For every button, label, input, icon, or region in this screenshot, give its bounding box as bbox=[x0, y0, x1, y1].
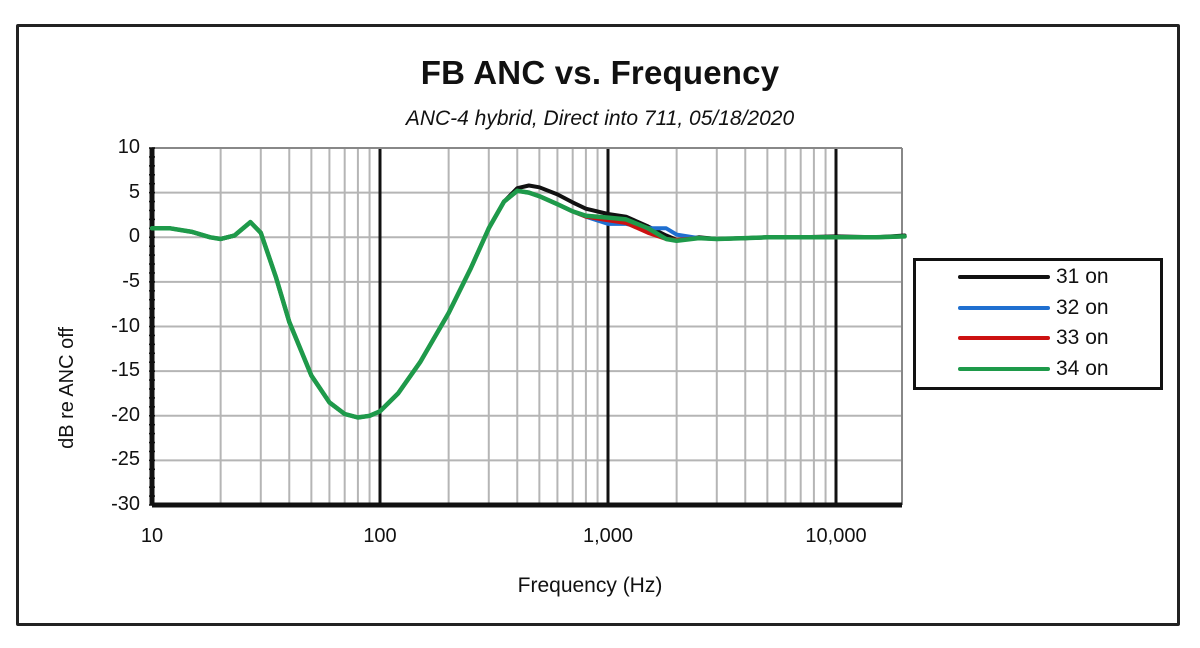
legend-label: 34 on bbox=[1056, 357, 1109, 380]
legend-label: 32 on bbox=[1056, 296, 1109, 319]
y-tick-label: -5 bbox=[122, 269, 140, 292]
legend-item-32: 32 on bbox=[916, 294, 1160, 324]
legend-swatch-32 bbox=[958, 306, 1050, 310]
chart-frame bbox=[16, 24, 1180, 626]
legend-item-34: 34 on bbox=[916, 355, 1160, 385]
y-tick-label: 0 bbox=[128, 225, 140, 248]
legend-swatch-34 bbox=[958, 367, 1050, 371]
series-line-31-on bbox=[150, 183, 907, 420]
y-tick-label: -20 bbox=[111, 403, 140, 426]
series-line-33-on bbox=[150, 188, 907, 420]
legend-item-33: 33 on bbox=[916, 324, 1160, 354]
legend-label: 31 on bbox=[1056, 265, 1109, 288]
x-axis-label: Frequency (Hz) bbox=[517, 574, 663, 597]
y-tick-label: -25 bbox=[111, 448, 140, 471]
series-line-34-on bbox=[149, 188, 907, 420]
legend-swatch-33 bbox=[958, 336, 1050, 340]
y-axis-label: dB re ANC off bbox=[56, 266, 79, 449]
chart-title: FB ANC vs. Frequency bbox=[420, 54, 780, 91]
legend-label: 33 on bbox=[1056, 326, 1109, 349]
legend-item-31: 31 on bbox=[916, 263, 1160, 293]
y-tick-label: -30 bbox=[111, 493, 140, 515]
legend: 31 on 32 on 33 on 34 on bbox=[913, 258, 1163, 390]
y-axis-label-text: dB re ANC off bbox=[56, 327, 78, 449]
y-tick-label: -10 bbox=[111, 314, 140, 337]
series-line-32-on bbox=[150, 188, 907, 420]
y-tick-label: 5 bbox=[128, 180, 140, 203]
legend-swatch-31 bbox=[958, 275, 1050, 279]
y-tick-label: 10 bbox=[117, 136, 140, 158]
x-tick-label: 100 bbox=[363, 525, 397, 547]
x-tick-label: 10,000 bbox=[805, 525, 867, 547]
y-tick-label: -15 bbox=[111, 359, 140, 382]
x-tick-label: 10 bbox=[140, 525, 164, 547]
chart-subtitle: ANC-4 hybrid, Direct into 711, 05/18/202… bbox=[405, 107, 795, 130]
x-tick-label: 1,000 bbox=[582, 525, 634, 547]
